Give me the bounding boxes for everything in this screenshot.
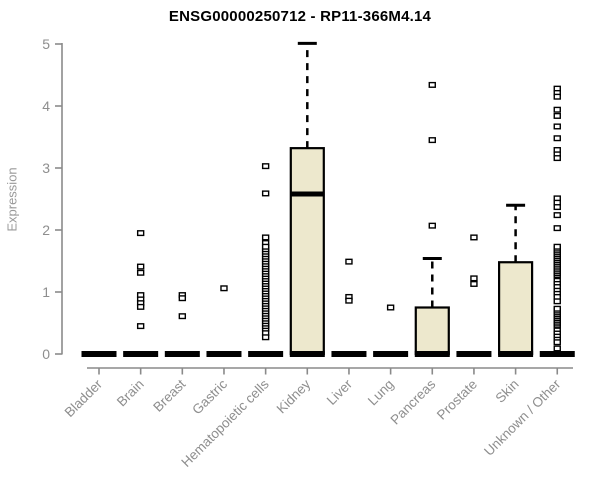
outlier-point-lung	[386, 304, 395, 311]
outlier-point-unknown-other	[553, 155, 561, 162]
outlier-point-brain	[136, 269, 145, 276]
y-tick-label: 4	[42, 98, 50, 114]
x-tick-label-gastric: Gastric	[189, 376, 230, 417]
outlier-point-hematopoietic-cells	[261, 190, 270, 197]
box-pancreas	[414, 306, 450, 356]
outlier-point-prostate	[470, 234, 478, 241]
y-tick-label: 1	[42, 284, 50, 300]
x-tick-label-pancreas: Pancreas	[387, 376, 438, 427]
outlier-point-hematopoietic-cells	[261, 234, 270, 241]
outlier-point-liver	[345, 258, 353, 265]
outlier-point-unknown-other	[553, 204, 561, 211]
outlier-point-unknown-other	[553, 93, 561, 100]
zero-bar-brain	[123, 351, 159, 357]
box-skin	[498, 261, 534, 356]
outlier-point-pancreas	[428, 137, 436, 144]
outlier-point-breast	[178, 295, 187, 302]
zero-bar-breast	[164, 351, 200, 357]
outlier-point-unknown-other	[553, 212, 561, 219]
outlier-point-unknown-other	[553, 135, 561, 142]
x-tick-label-brain: Brain	[114, 377, 147, 410]
zero-bar-unknown-other	[539, 351, 575, 357]
outlier-point-unknown-other	[553, 112, 561, 119]
x-tick-label-liver: Liver	[324, 376, 356, 408]
outlier-point-unknown-other	[553, 243, 561, 250]
box-kidney	[289, 147, 325, 356]
y-tick-label: 5	[42, 36, 50, 52]
zero-bar-gastric	[206, 351, 242, 357]
x-tick-label-skin: Skin	[493, 377, 522, 406]
zero-bar-kidney	[289, 351, 325, 357]
x-tick-label-bladder: Bladder	[62, 376, 106, 420]
outlier-point-unknown-other	[553, 123, 561, 130]
zero-bar-prostate	[456, 351, 492, 357]
x-tick-label-breast: Breast	[150, 376, 188, 414]
x-tick-label-prostate: Prostate	[434, 377, 480, 423]
y-tick-label: 3	[42, 160, 50, 176]
y-tick-label: 0	[42, 346, 50, 362]
outlier-point-pancreas	[428, 222, 436, 229]
outlier-point-unknown-other	[553, 225, 561, 232]
outlier-point-liver	[345, 297, 353, 304]
zero-bar-liver	[331, 351, 367, 357]
zero-bar-bladder	[81, 351, 117, 357]
chart-title: ENSG00000250712 - RP11-366M4.14	[168, 8, 432, 25]
outlier-point-unknown-other	[553, 305, 561, 312]
outlier-point-prostate	[470, 275, 478, 282]
zero-bar-pancreas	[414, 351, 450, 357]
zero-bar-skin	[498, 351, 534, 357]
zero-bar-hematopoietic-cells	[248, 351, 284, 357]
outlier-point-gastric	[220, 285, 228, 292]
x-tick-label-lung: Lung	[365, 377, 397, 409]
outlier-point-brain	[136, 263, 145, 270]
outlier-point-brain	[136, 230, 145, 237]
outlier-point-brain	[136, 323, 145, 330]
y-tick-label: 2	[42, 222, 50, 238]
outlier-point-prostate	[470, 280, 478, 287]
outlier-point-hematopoietic-cells	[261, 334, 270, 341]
outlier-point-hematopoietic-cells	[261, 243, 270, 250]
outlier-point-unknown-other	[553, 339, 561, 346]
x-tick-label-unknown-other: Unknown / Other	[481, 376, 564, 459]
zero-bar-lung	[373, 351, 409, 357]
outlier-point-unknown-other	[553, 106, 561, 113]
outlier-point-hematopoietic-cells	[261, 163, 270, 170]
x-tick-label-kidney: Kidney	[274, 376, 314, 416]
outlier-point-pancreas	[428, 81, 436, 88]
outlier-point-unknown-other	[553, 345, 561, 352]
outlier-point-brain	[136, 303, 145, 310]
outlier-point-breast	[178, 313, 187, 320]
outlier-point-unknown-other	[553, 298, 561, 305]
